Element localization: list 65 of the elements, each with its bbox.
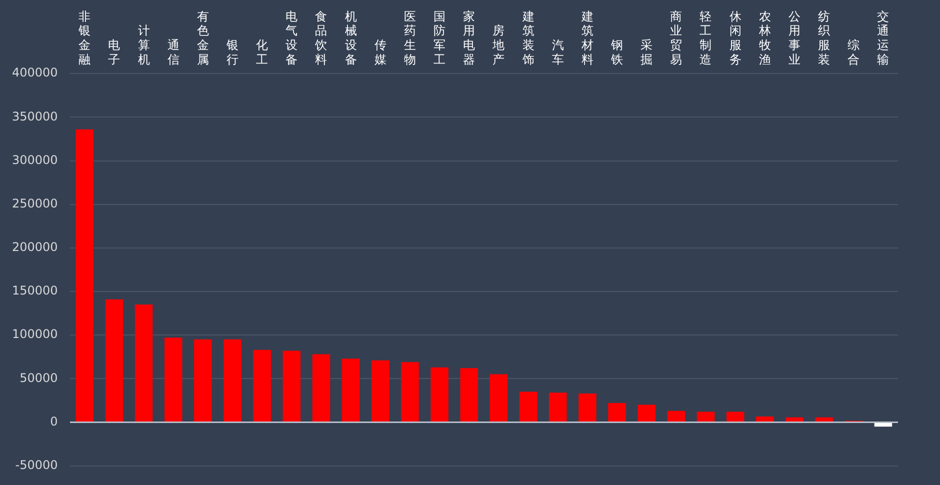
x-tick-label: 电气设备: [286, 9, 298, 67]
x-tick-label: 电子: [108, 38, 120, 67]
bar: [342, 358, 360, 422]
x-tick-label: 传媒: [374, 38, 386, 67]
x-tick-label: 房地产: [492, 24, 505, 67]
y-tick-label: 400000: [12, 66, 58, 80]
bar: [756, 416, 774, 422]
y-tick-label: 100000: [12, 327, 58, 342]
x-tick-label: 商业贸易: [670, 9, 682, 67]
x-tick-label: 建筑材料: [580, 9, 594, 67]
x-tick-label: 食品饮料: [314, 9, 328, 67]
x-tick-label: 计算机: [138, 24, 150, 67]
x-tick-label: 建筑装饰: [521, 9, 534, 67]
bar: [786, 417, 804, 422]
y-tick-label: 250000: [12, 196, 58, 210]
bar: [312, 354, 330, 422]
bar: [638, 404, 656, 422]
bar: [224, 339, 242, 422]
bar: [696, 412, 715, 422]
bar: [490, 374, 508, 422]
x-tick-label: 非银金融: [78, 9, 91, 67]
bar: [372, 360, 390, 422]
x-tick-label: 医药生物: [404, 9, 416, 67]
x-tick-label: 化工: [256, 38, 268, 67]
bar: [874, 422, 892, 427]
bar: [519, 392, 538, 422]
bar: [105, 299, 124, 422]
y-tick-label: 50000: [20, 370, 58, 385]
x-tick-label: 有色金属: [196, 9, 209, 67]
bar: [253, 350, 271, 422]
bar: [401, 362, 419, 422]
x-tick-label: 综合: [848, 38, 860, 67]
x-tick-label: 纺织服装: [818, 9, 830, 67]
x-tick-label: 钢铁: [610, 38, 624, 67]
x-tick-label: 交通运输: [877, 9, 890, 67]
y-tick-label: 200000: [12, 240, 58, 254]
bar: [815, 417, 833, 422]
y-tick-label: 300000: [12, 152, 58, 167]
x-tick-label: 公用事业: [788, 9, 800, 67]
y-tick-label: 350000: [12, 109, 58, 124]
bar: [430, 367, 448, 422]
bar: [460, 368, 478, 422]
x-tick-label: 轻工制造: [700, 9, 712, 67]
y-tick-label: 0: [50, 414, 58, 428]
bar: [608, 403, 626, 422]
bar: [578, 393, 596, 422]
x-tick-label: 家用电器: [463, 9, 476, 67]
x-tick-label: 汽车: [552, 38, 564, 67]
bar: [282, 350, 301, 422]
x-tick-label: 银行: [225, 38, 238, 67]
x-tick-label: 通信: [167, 38, 180, 67]
x-tick-label: 采掘: [640, 38, 653, 67]
bar: [548, 392, 567, 422]
bar: [134, 304, 153, 422]
bar: [76, 129, 94, 422]
x-tick-label: 机械设备: [344, 9, 357, 67]
x-tick-label: 国防军工: [434, 9, 446, 67]
x-tick-label: 农林牧渔: [758, 9, 771, 67]
bar: [667, 410, 686, 422]
bar: [164, 338, 182, 422]
bar: [726, 412, 744, 422]
y-tick-label: -50000: [15, 458, 58, 472]
x-tick-label: 休闲服务: [729, 9, 742, 67]
y-tick-label: 150000: [12, 284, 58, 298]
bar: [194, 339, 212, 422]
